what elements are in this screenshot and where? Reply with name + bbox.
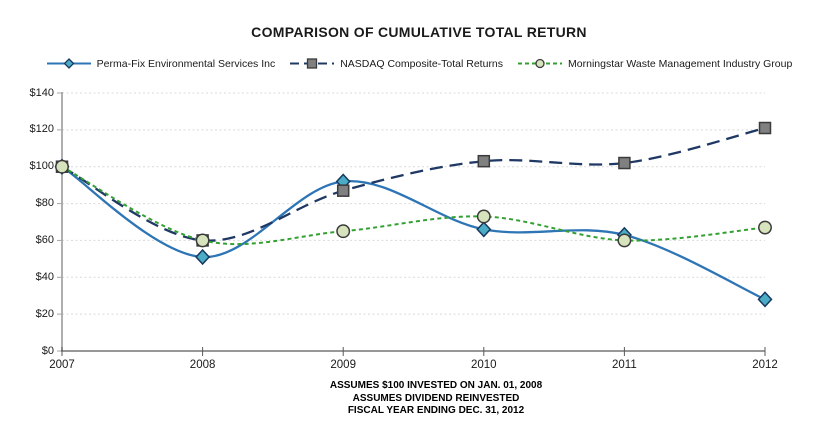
y-axis-tick-label: $0 — [41, 344, 54, 357]
line-circle-marker-icon — [518, 58, 563, 69]
data-point-marker — [758, 121, 772, 135]
legend-label: NASDAQ Composite-Total Returns — [340, 57, 504, 70]
chart-title: COMPARISON OF CUMULATIVE TOTAL RETURN — [251, 24, 587, 40]
data-point-marker — [195, 248, 211, 266]
series-line-2 — [61, 165, 766, 246]
y-axis-tick-label: $140 — [29, 86, 54, 99]
x-axis-tick-label: 2012 — [752, 359, 778, 371]
x-axis-tick-label: 2008 — [189, 359, 216, 371]
line-square-marker-icon — [290, 58, 335, 69]
data-point-marker — [336, 224, 351, 239]
data-point-marker — [55, 159, 69, 174]
y-axis-tick-label: $120 — [29, 123, 54, 136]
footnote-line: ASSUMES $100 INVESTED ON JAN. 01, 2008 — [329, 380, 543, 391]
x-axis-tick-label: 2007 — [49, 359, 75, 371]
chart-footnotes: ASSUMES $100 INVESTED ON JAN. 01, 2008 A… — [17, 380, 838, 418]
y-axis-tick-label: $40 — [35, 270, 54, 283]
y-axis-tick-label: $100 — [29, 160, 54, 173]
legend-item-morningstar: Morningstar Waste Management Industry Gr… — [517, 57, 792, 70]
x-axis-tick-label: 2010 — [471, 359, 497, 371]
footnote-line: ASSUMES DIVIDEND REINVESTED — [352, 392, 520, 404]
data-point-marker — [476, 221, 492, 238]
y-axis-tick-label: $20 — [35, 307, 54, 320]
legend-label: Morningstar Waste Management Industry Gr… — [568, 57, 793, 70]
data-point-marker — [336, 184, 350, 197]
footnote-line: FISCAL YEAR ENDING DEC. 31, 2012 — [347, 405, 525, 416]
x-axis-tick-label: 2009 — [330, 359, 356, 371]
legend-item-perma-fix: Perma-Fix Environmental Services Inc — [46, 57, 276, 70]
data-point-marker — [758, 220, 772, 235]
legend-item-nasdaq: NASDAQ Composite-Total Returns — [289, 57, 503, 70]
data-point-marker — [617, 233, 632, 248]
x-axis-tick-label: 2011 — [612, 359, 637, 371]
y-axis-tick-label: $80 — [35, 197, 54, 210]
series-line-1 — [61, 126, 766, 242]
legend-label: Perma-Fix Environmental Services Inc — [96, 57, 276, 70]
y-axis-tick-label: $60 — [35, 233, 54, 246]
series-line-0 — [61, 165, 766, 301]
line-diamond-marker-icon — [46, 58, 91, 69]
data-point-marker — [618, 156, 631, 170]
data-point-marker — [476, 209, 491, 224]
data-point-marker — [195, 233, 210, 248]
data-point-marker — [757, 291, 773, 308]
data-point-marker — [477, 154, 491, 168]
chart-legend: Perma-Fix Environmental Services Inc NAS… — [0, 57, 838, 70]
